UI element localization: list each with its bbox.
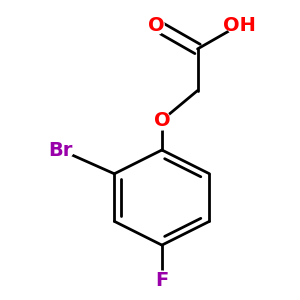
Text: F: F (155, 271, 169, 290)
Text: Br: Br (49, 140, 73, 160)
Ellipse shape (48, 140, 74, 160)
Ellipse shape (154, 111, 170, 130)
Ellipse shape (226, 16, 252, 35)
Ellipse shape (154, 271, 170, 290)
Text: OH: OH (223, 16, 256, 35)
Ellipse shape (148, 16, 164, 35)
Text: O: O (148, 16, 164, 35)
Text: O: O (154, 111, 170, 130)
